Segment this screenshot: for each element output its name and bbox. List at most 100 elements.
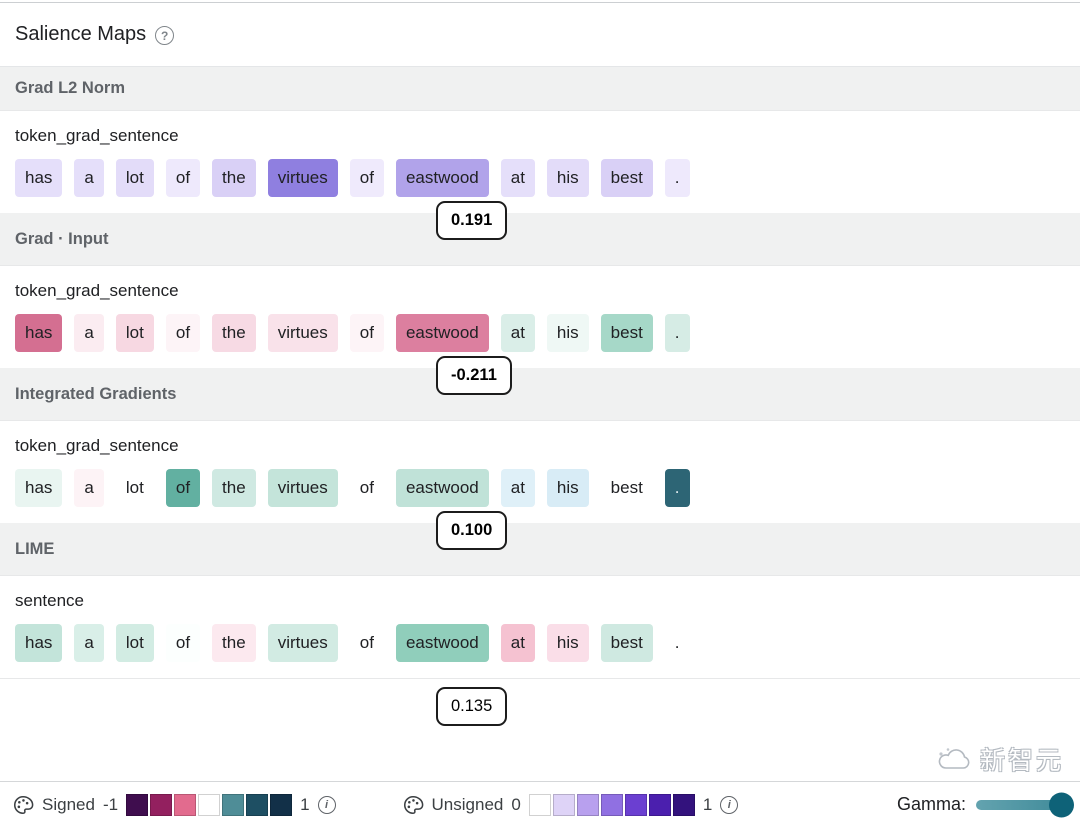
token-chip[interactable]: of	[165, 469, 201, 507]
token-chip[interactable]: at	[500, 159, 535, 197]
token-chip[interactable]: best	[600, 624, 653, 662]
end-row: 0.135	[0, 678, 1080, 742]
section-title: LIME	[15, 539, 55, 558]
section-header-grad-l2-norm[interactable]: Grad L2 Norm	[0, 67, 1080, 111]
token-chip[interactable]: a	[74, 314, 104, 352]
section-content-grad-l2-norm: token_grad_sentence has a lot of the virtues o…	[0, 111, 1080, 213]
colormap-swatch	[600, 793, 623, 816]
token-chip[interactable]: a	[74, 469, 104, 507]
token-chip[interactable]: eastwood	[395, 314, 489, 352]
token-chip[interactable]: his	[546, 469, 589, 507]
gamma-control: Gamma:	[896, 792, 1074, 817]
token-chip[interactable]: at	[500, 624, 535, 662]
token-chip[interactable]: the	[212, 159, 256, 197]
token-chip[interactable]: has	[15, 159, 63, 197]
signed-max: 1	[300, 794, 310, 814]
gamma-label: Gamma:	[896, 794, 966, 814]
cloud-logo-icon	[938, 748, 970, 769]
token-chip[interactable]: lot	[115, 469, 154, 507]
token-chip[interactable]: has	[15, 314, 63, 352]
palette-icon	[14, 795, 34, 814]
token-chip[interactable]: best	[600, 469, 653, 507]
unsigned-swatches	[528, 793, 695, 816]
token-chip[interactable]: eastwood	[395, 159, 489, 197]
token-chip[interactable]: lot	[115, 159, 154, 197]
token-row: has a lot of the virtues of eastwood at his best.	[15, 469, 1065, 507]
section-header-grad-input[interactable]: Grad · Input 0.191	[0, 201, 1080, 266]
colormap-swatch	[528, 793, 551, 816]
token-chip[interactable]: lot	[115, 314, 154, 352]
unsigned-label: Unsigned	[431, 794, 504, 814]
token-chip[interactable]: lot	[115, 624, 154, 662]
token-chip[interactable]: virtues	[267, 624, 338, 662]
section-header-integrated-gradients[interactable]: Integrated Gradients -0.211	[0, 356, 1080, 421]
token-chip[interactable]: the	[212, 314, 256, 352]
token-chip[interactable]: .	[664, 469, 690, 507]
section-content-grad-input: token_grad_sentence has a lot of the virtues o…	[0, 266, 1080, 368]
salience-value-tooltip: 0.135	[436, 687, 508, 726]
section-content-lime: sentence has a lot of the virtues of eastwood at…	[0, 576, 1080, 678]
watermark: 新智元	[936, 741, 1064, 777]
gamma-slider[interactable]	[976, 792, 1074, 817]
token-chip[interactable]: of	[349, 159, 384, 197]
token-chip[interactable]: his	[546, 624, 589, 662]
section-title: Grad L2 Norm	[15, 79, 126, 97]
signed-colormap-legend: Signed -1 1 i	[12, 793, 336, 816]
page-title: Salience Maps	[15, 23, 147, 45]
colormap-swatch	[648, 793, 671, 816]
token-chip[interactable]: eastwood	[395, 624, 489, 662]
token-chip[interactable]: of	[349, 469, 384, 507]
token-chip[interactable]: has	[15, 469, 63, 507]
colormap-swatch	[672, 793, 695, 816]
token-chip[interactable]: has	[15, 624, 63, 662]
token-chip[interactable]: a	[74, 624, 104, 662]
token-chip[interactable]: at	[500, 469, 535, 507]
token-chip[interactable]: of	[165, 159, 201, 197]
signed-swatches	[126, 793, 293, 816]
info-icon[interactable]: i	[317, 795, 336, 814]
help-icon[interactable]: ?	[155, 26, 175, 45]
token-chip[interactable]: a	[74, 159, 104, 197]
section-title: Grad · Input	[15, 229, 109, 248]
token-chip[interactable]: virtues	[267, 469, 338, 507]
field-label: token_grad_sentence	[15, 126, 179, 145]
colormap-swatch	[150, 793, 173, 816]
colormap-swatch	[624, 793, 647, 816]
token-chip[interactable]: .	[664, 624, 690, 662]
token-chip[interactable]: best	[600, 159, 653, 197]
token-chip[interactable]: his	[546, 314, 589, 352]
colormap-toolbar: Signed -1 1 i Unsigned 0 1 i Gamma:	[0, 781, 1080, 827]
token-chip[interactable]: of	[349, 624, 384, 662]
token-chip[interactable]: his	[546, 159, 589, 197]
panel-header: Salience Maps ?	[0, 3, 1080, 67]
token-chip[interactable]: .	[664, 159, 690, 197]
token-row: has a lot of the virtues of eastwood at his best.	[15, 314, 1065, 352]
palette-icon	[403, 795, 423, 814]
top-divider	[0, 0, 1080, 3]
token-chip[interactable]: the	[212, 624, 256, 662]
token-chip[interactable]: of	[165, 624, 201, 662]
colormap-swatch	[246, 793, 269, 816]
token-chip[interactable]: of	[165, 314, 201, 352]
signed-label: Signed	[42, 794, 95, 814]
token-chip[interactable]: virtues	[267, 314, 338, 352]
token-row: has a lot of the virtues of eastwood at his best.	[15, 159, 1065, 197]
gamma-slider-knob[interactable]	[1049, 792, 1074, 817]
signed-min: -1	[102, 794, 119, 814]
token-chip[interactable]: at	[500, 314, 535, 352]
salience-value-tooltip: -0.211	[436, 356, 512, 395]
field-label: sentence	[15, 591, 84, 610]
section-header-lime[interactable]: LIME 0.100	[0, 511, 1080, 576]
token-row: has a lot of the virtues of eastwood at his best.	[15, 624, 1065, 662]
token-chip[interactable]: best	[600, 314, 653, 352]
colormap-swatch	[552, 793, 575, 816]
token-chip[interactable]: the	[212, 469, 256, 507]
colormap-swatch	[198, 793, 221, 816]
token-chip[interactable]: .	[664, 314, 690, 352]
token-chip[interactable]: virtues	[267, 159, 338, 197]
token-chip[interactable]: of	[349, 314, 384, 352]
colormap-swatch	[174, 793, 197, 816]
token-chip[interactable]: eastwood	[395, 469, 489, 507]
unsigned-max: 1	[702, 794, 713, 814]
info-icon[interactable]: i	[720, 795, 739, 814]
